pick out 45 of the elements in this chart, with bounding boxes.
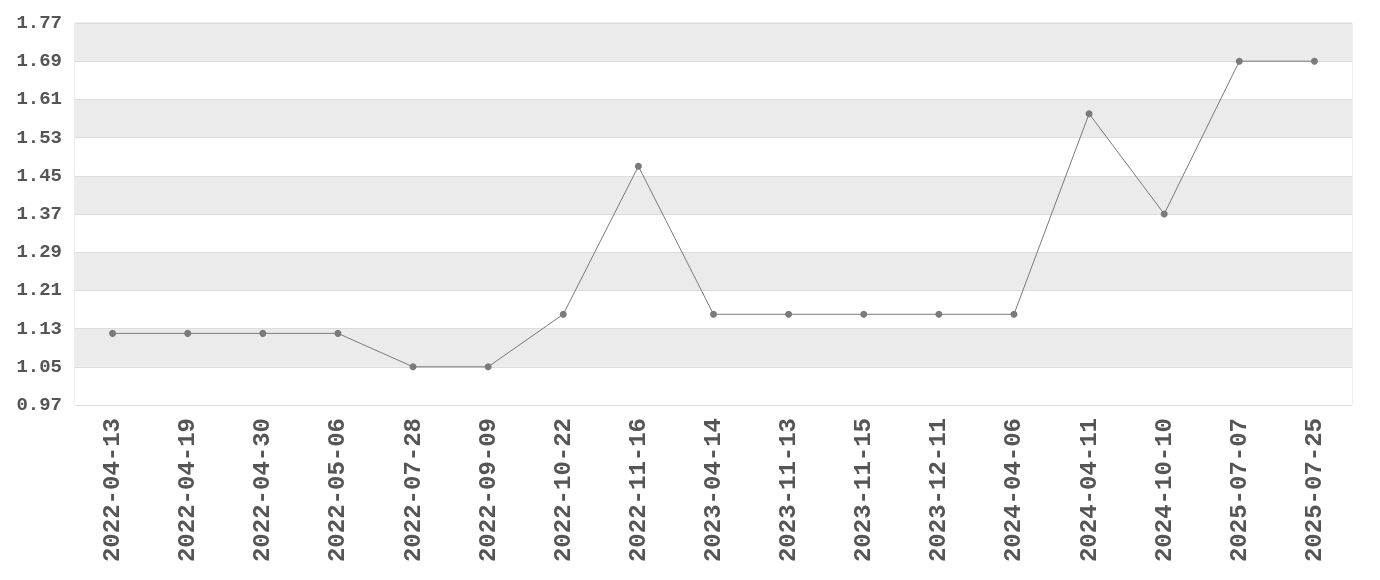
x-tick-label: 2022-04-13	[99, 418, 127, 563]
point	[409, 363, 417, 371]
x-tick-label: 2022-05-06	[324, 418, 352, 563]
point	[1310, 57, 1318, 65]
point	[184, 329, 192, 337]
x-tick-label: 2024-04-11	[1075, 418, 1103, 563]
y-tick-label: 1.37	[16, 203, 62, 225]
point	[785, 310, 793, 318]
y-tick-label: 1.29	[16, 241, 62, 264]
point	[1235, 57, 1243, 65]
x-tick-label: 2022-10-22	[549, 418, 577, 563]
y-tick-label: 1.45	[16, 164, 62, 187]
y-tick-label: 1.13	[16, 317, 62, 340]
point	[634, 162, 642, 170]
x-tick-label: 2022-07-28	[399, 418, 427, 563]
y-tick-label: 0.97	[16, 394, 62, 416]
point	[935, 310, 943, 318]
x-tick-label: 2022-11-16	[624, 418, 652, 563]
x-tick-label: 2025-07-07	[1225, 418, 1253, 563]
x-tick-label: 2023-11-13	[775, 418, 803, 563]
point	[1160, 210, 1168, 218]
point	[334, 329, 342, 337]
point	[710, 310, 717, 318]
x-tick-label: 2023-12-11	[925, 418, 953, 563]
point	[1010, 310, 1018, 318]
y-tick-label: 1.53	[16, 126, 62, 149]
x-tick-label: 2024-10-10	[1150, 418, 1178, 563]
x-tick-label: 2024-04-06	[1000, 418, 1028, 563]
x-tick-label: 2023-04-14	[700, 418, 727, 563]
point	[259, 329, 267, 337]
point	[484, 363, 492, 371]
x-tick-label: 2023-11-15	[850, 418, 878, 563]
x-tick-label: 2022-09-09	[474, 418, 502, 563]
point	[1085, 110, 1093, 118]
y-tick-label: 1.69	[16, 50, 62, 73]
point	[860, 310, 868, 318]
x-tick-label: 2022-04-30	[249, 418, 277, 563]
point	[559, 310, 567, 318]
point	[109, 329, 117, 337]
x-tick-label: 2022-04-19	[174, 418, 202, 563]
y-tick-label: 1.05	[16, 355, 62, 378]
y-tick-label: 1.61	[16, 88, 62, 111]
y-tick-label: 1.21	[16, 279, 62, 302]
y-tick-label: 1.77	[16, 12, 62, 34]
x-tick-label: 2025-07-25	[1300, 418, 1328, 563]
